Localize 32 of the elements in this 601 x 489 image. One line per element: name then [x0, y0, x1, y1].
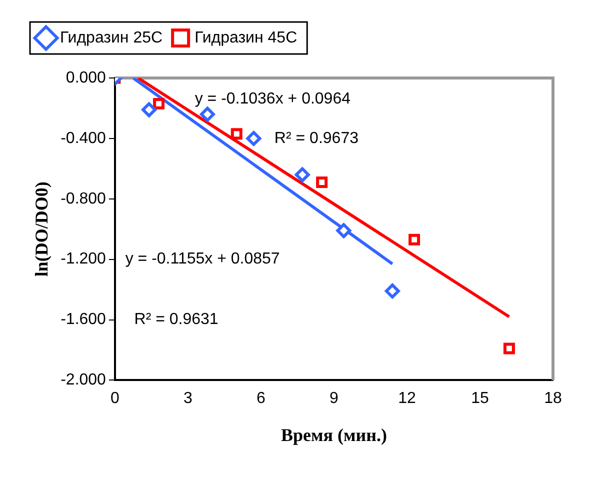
point — [294, 167, 310, 182]
point — [336, 223, 352, 238]
point — [153, 98, 165, 110]
point — [408, 234, 420, 246]
y-tick-label: -0.800 — [60, 190, 106, 208]
x-tick-label: 0 — [110, 390, 120, 408]
annotation: y = -0.1155x + 0.0857 — [125, 250, 280, 268]
y-axis-title: ln(DO/DO0) — [31, 182, 52, 277]
x-tick-label: 6 — [256, 390, 266, 408]
x-tick-label: 15 — [471, 390, 489, 408]
y-tick-label: -2.000 — [60, 372, 106, 389]
legend-label: Гидразин 45C — [194, 29, 298, 46]
y-tick-label: -0.400 — [60, 130, 106, 147]
y-tick-label: -1.600 — [60, 311, 106, 328]
point — [503, 342, 515, 354]
point — [142, 102, 157, 118]
x-tick-label: 3 — [184, 390, 193, 408]
x-tick-label: 18 — [544, 390, 562, 408]
point — [316, 176, 328, 188]
x-tick-label: 9 — [330, 390, 339, 408]
annotation: y = -0.1036x + 0.0964 — [194, 90, 351, 108]
legend-label: Гидразин 25C — [60, 29, 163, 46]
point — [230, 128, 242, 140]
point — [246, 130, 262, 146]
x-axis-title: Время (мин.) — [280, 424, 387, 445]
annotation: R² = 0.9673 — [274, 130, 359, 147]
y-tick-label: -1.200 — [60, 250, 106, 268]
y-tick-label: 0.000 — [66, 69, 106, 86]
point — [384, 284, 400, 299]
point — [200, 106, 215, 122]
x-tick-label: 12 — [398, 390, 416, 408]
annotation: R² = 0.9631 — [134, 311, 218, 328]
